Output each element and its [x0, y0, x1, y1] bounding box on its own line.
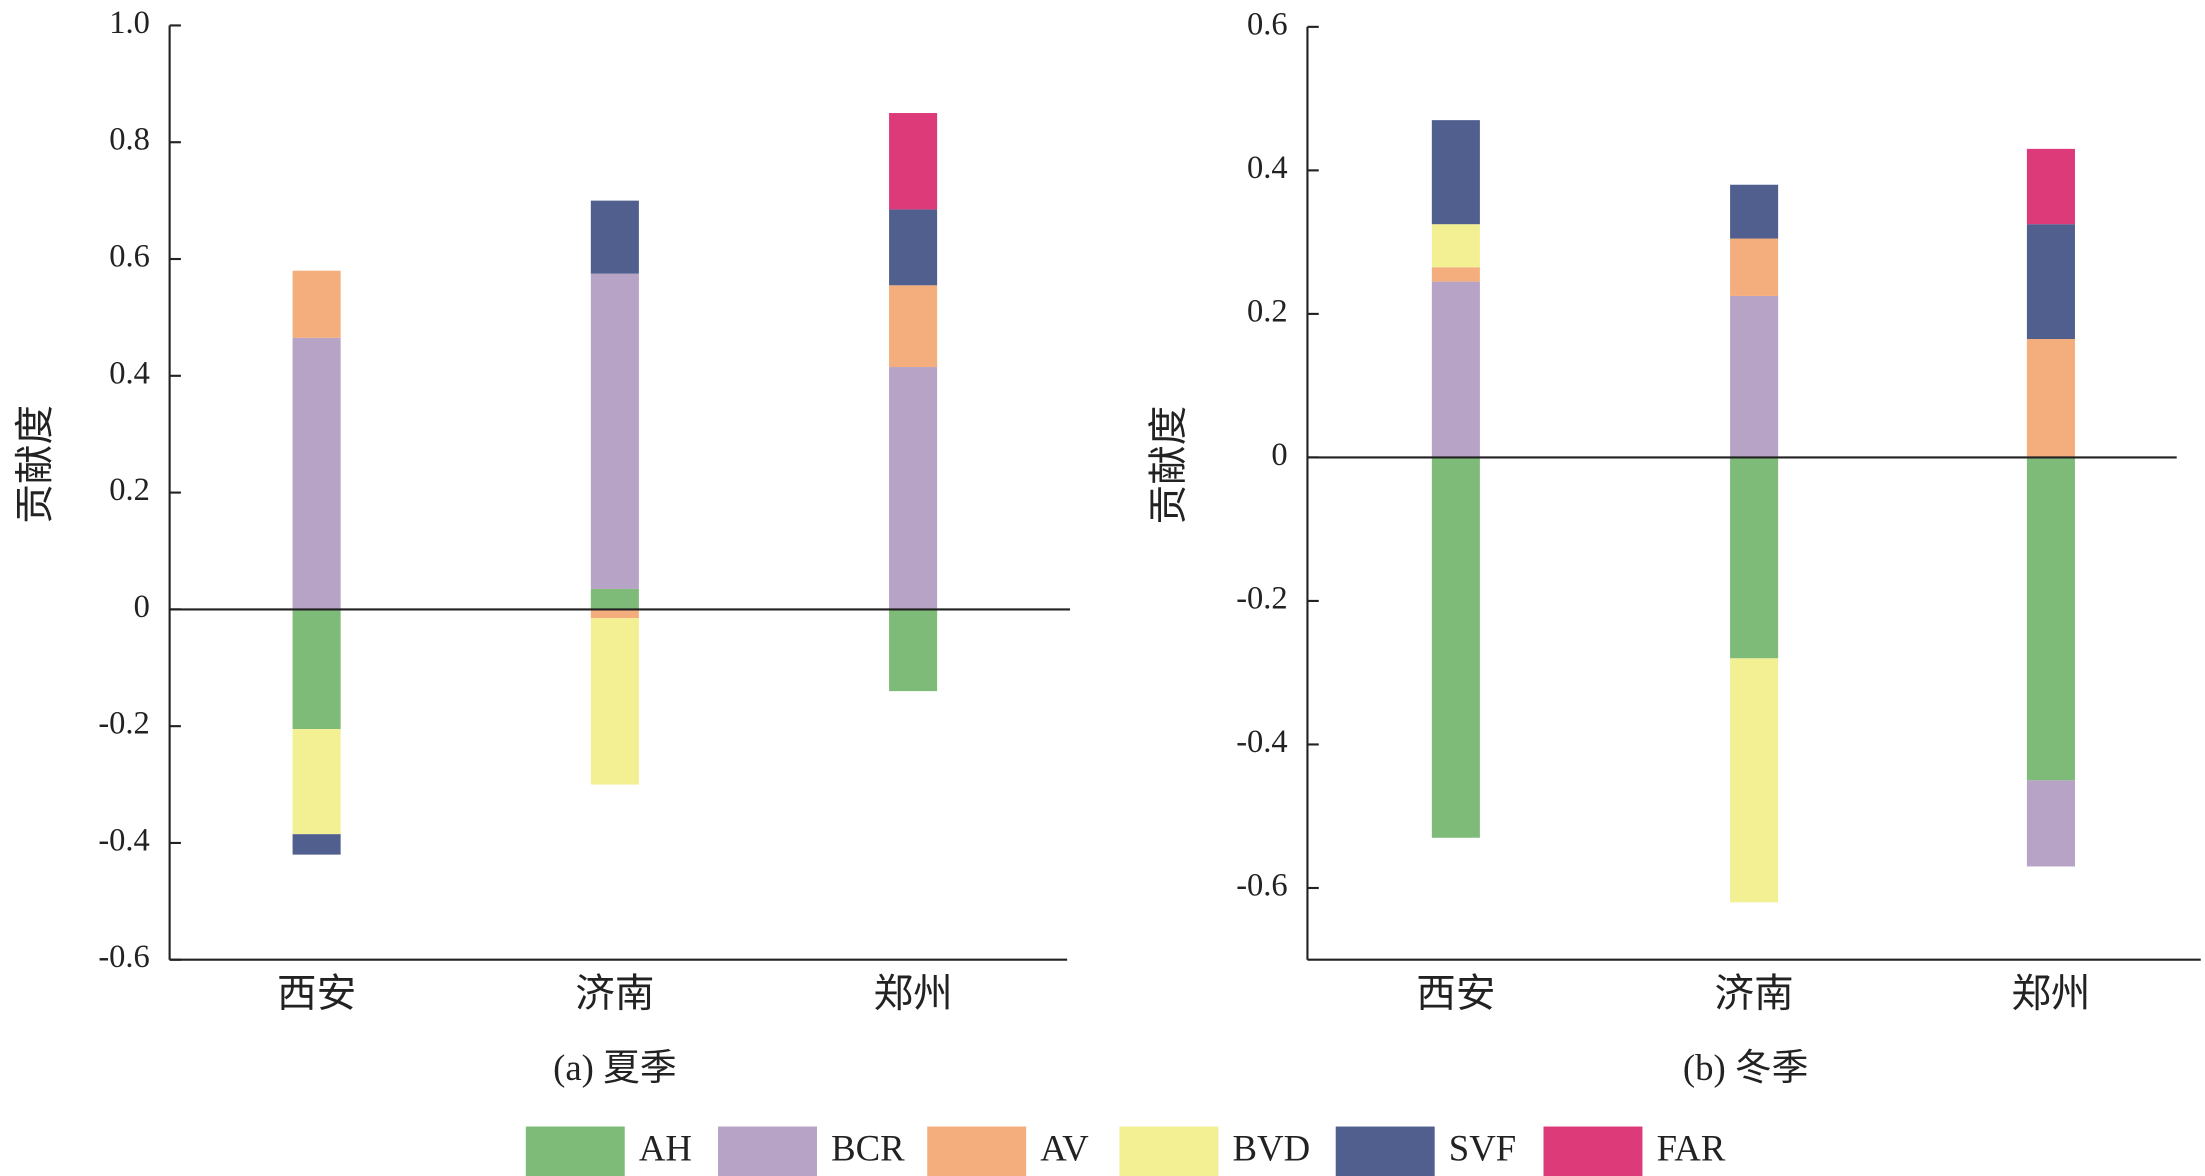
y-axis-label: 贡献度: [14, 405, 58, 524]
bar-segment: [889, 609, 938, 692]
legend-swatch: [525, 1126, 625, 1176]
y-tick-label: 0.6: [1247, 6, 1288, 42]
bar-segment: SVF: [1431, 120, 1480, 225]
bar-segment: [292, 729, 341, 835]
bar-segment: [889, 367, 938, 610]
bar-segment: [292, 337, 341, 610]
y-tick-label: 0.8: [109, 122, 150, 158]
bar-segment: [590, 618, 639, 785]
bar-segment: AV: [2026, 339, 2075, 458]
bar-segment: BVD: [1730, 658, 1779, 903]
legend-label: FAR: [1657, 1127, 1726, 1168]
bar-segment: AH: [2026, 457, 2075, 781]
bar-segment: AH: [1431, 457, 1480, 838]
bar-segment: BCR: [1431, 281, 1480, 458]
y-tick-label: 0: [1271, 437, 1287, 473]
bar-segment: [590, 200, 639, 274]
x-tick-label: 郑州: [2011, 972, 2090, 1016]
legend-label: SVF: [1449, 1127, 1516, 1168]
y-tick-label: 0.4: [1247, 150, 1288, 186]
bar-segment: [889, 285, 938, 368]
legend-swatch: [1119, 1126, 1219, 1176]
chart-caption: (b) 冬季: [1683, 1047, 1809, 1088]
y-tick-label: -0.4: [1236, 724, 1287, 760]
y-tick-label: -0.2: [98, 706, 149, 742]
x-tick-label: 郑州: [874, 972, 953, 1016]
bar-segment: AH: [1730, 457, 1779, 659]
legend-swatch: [718, 1126, 817, 1176]
y-tick-label: 0.2: [109, 472, 150, 508]
legend-swatch: [927, 1126, 1027, 1176]
y-tick-label: 0: [134, 589, 150, 625]
bar-segment: BCR: [2026, 780, 2075, 867]
legend-label: AH: [639, 1127, 692, 1168]
y-tick-label: 0.4: [109, 355, 150, 391]
bar-segment: FAR: [2026, 148, 2075, 225]
legend-swatch: [1335, 1126, 1435, 1176]
y-tick-label: 1.0: [109, 5, 150, 41]
y-tick-label: -0.6: [1236, 867, 1287, 903]
bar-segment: SVF: [2026, 224, 2075, 340]
bar-segment: [590, 609, 639, 619]
x-tick-label: 济南: [575, 972, 654, 1016]
bar-segment: [590, 588, 639, 610]
x-tick-label: 西安: [1416, 972, 1495, 1016]
x-tick-label: 济南: [1715, 972, 1794, 1016]
y-tick-label: 0.6: [109, 238, 150, 274]
bar-segment: [889, 209, 938, 286]
bar-segment: [292, 270, 341, 338]
bar-segment: BVD: [1431, 224, 1480, 268]
legend-label: BVD: [1233, 1127, 1311, 1168]
bar-segment: [590, 273, 639, 589]
bar-segment: BCR: [1730, 295, 1779, 458]
bar-segment: [292, 834, 341, 855]
y-tick-label: -0.6: [98, 939, 149, 975]
y-tick-label: 0.2: [1247, 293, 1288, 329]
y-tick-label: -0.2: [1236, 580, 1287, 616]
bar-segment: SVF: [1730, 184, 1779, 239]
bar-segment: [292, 609, 341, 730]
bar-segment: AV: [1730, 238, 1779, 296]
x-tick-label: 西安: [277, 972, 356, 1016]
legend-label: AV: [1040, 1127, 1089, 1168]
bar-segment: AV: [1431, 267, 1480, 282]
y-tick-label: -0.4: [98, 822, 149, 858]
y-axis-label: 贡献度: [1147, 406, 1191, 525]
legend-label: BCR: [831, 1127, 905, 1168]
chart-caption: (a) 夏季: [553, 1047, 676, 1088]
legend-swatch: [1543, 1126, 1643, 1176]
bar-segment: [889, 113, 938, 210]
